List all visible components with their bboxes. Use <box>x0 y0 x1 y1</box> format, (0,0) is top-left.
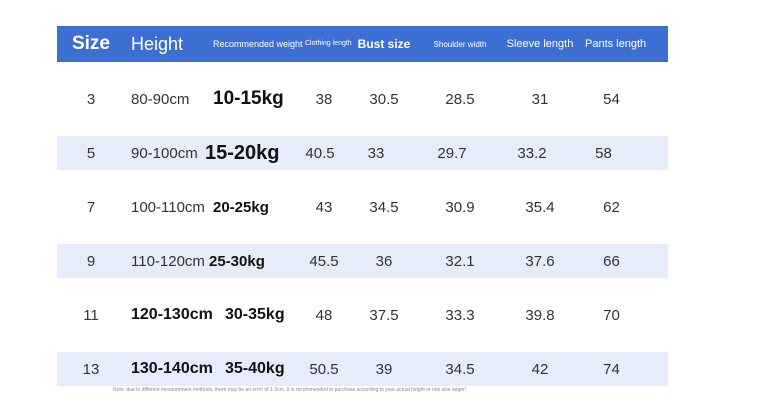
cell-size: 3 <box>86 90 96 108</box>
cell-height: 130-140cm <box>131 360 213 377</box>
cell-shoulder-width: 29.7 <box>437 144 467 162</box>
table-header: Size Height Recommended weight Clothing … <box>57 26 668 62</box>
header-clothing-length: Clothing length <box>305 40 352 47</box>
cell-clothing-length: 50.5 <box>309 360 339 378</box>
cell-bust-size: 36 <box>375 252 393 270</box>
cell-size: 11 <box>83 306 99 324</box>
cell-clothing-length: 43 <box>315 198 333 216</box>
cell-pants-length: 66 <box>603 252 620 270</box>
cell-shoulder-width: 28.5 <box>445 90 475 108</box>
cell-pants-length: 58 <box>595 144 612 162</box>
cell-clothing-length: 38 <box>315 90 333 108</box>
cell-height: 110-120cm <box>131 252 205 270</box>
cell-weight: 15-20kg <box>205 141 280 164</box>
header-size: Size <box>71 33 111 54</box>
size-chart-table: Size Height Recommended weight Clothing … <box>57 26 668 386</box>
cell-height: 80-90cm <box>131 90 190 108</box>
table-row: 3 80-90cm 10-15kg 38 30.5 28.5 31 54 <box>57 82 668 116</box>
cell-size: 7 <box>86 198 96 216</box>
cell-bust-size: 33 <box>367 144 385 162</box>
cell-clothing-length: 40.5 <box>305 144 335 162</box>
header-weight: Recommended weight <box>213 39 303 49</box>
table-row: 5 90-100cm 15-20kg 40.5 33 29.7 33.2 58 <box>57 136 668 170</box>
cell-clothing-length: 48 <box>315 306 333 324</box>
cell-sleeve-length: 33.2 <box>517 144 547 162</box>
table-row: 11 120-130cm 30-35kg 48 37.5 33.3 39.8 7… <box>57 298 668 332</box>
cell-size: 5 <box>86 144 96 162</box>
header-pants-length: Pants length <box>585 38 647 50</box>
cell-height: 90-100cm <box>131 144 198 162</box>
cell-sleeve-length: 37.6 <box>525 252 555 270</box>
cell-shoulder-width: 33.3 <box>445 306 475 324</box>
cell-pants-length: 62 <box>603 198 620 216</box>
cell-weight: 35-40kg <box>225 360 285 377</box>
header-sleeve-length: Sleeve length <box>506 38 574 50</box>
header-shoulder-width: Shoulder width <box>433 39 487 49</box>
table-row: 7 100-110cm 20-25kg 43 34.5 30.9 35.4 62 <box>57 190 668 224</box>
cell-height: 120-130cm <box>131 306 213 323</box>
cell-weight: 20-25kg <box>213 198 269 216</box>
footnote: Note: due to different measurement metho… <box>113 387 467 393</box>
cell-size: 13 <box>82 360 100 378</box>
cell-pants-length: 74 <box>603 360 620 378</box>
cell-sleeve-length: 35.4 <box>525 198 555 216</box>
cell-shoulder-width: 32.1 <box>445 252 475 270</box>
cell-weight: 10-15kg <box>213 88 284 109</box>
cell-weight: 30-35kg <box>225 306 285 323</box>
cell-bust-size: 37.5 <box>369 306 399 324</box>
cell-shoulder-width: 34.5 <box>445 360 475 378</box>
cell-sleeve-length: 42 <box>531 360 549 378</box>
table-row: 13 130-140cm 35-40kg 50.5 39 34.5 42 74 <box>57 352 668 386</box>
cell-bust-size: 39 <box>375 360 393 378</box>
cell-bust-size: 34.5 <box>369 198 399 216</box>
cell-clothing-length: 45.5 <box>309 252 339 270</box>
header-height: Height <box>131 33 184 54</box>
cell-bust-size: 30.5 <box>369 90 399 108</box>
table-row: 9 110-120cm 25-30kg 45.5 36 32.1 37.6 66 <box>57 244 668 278</box>
cell-size: 9 <box>86 252 96 270</box>
cell-pants-length: 54 <box>603 90 620 108</box>
cell-weight: 25-30kg <box>209 252 265 270</box>
header-bust-size: Bust size <box>357 37 411 51</box>
cell-height: 100-110cm <box>131 198 205 216</box>
cell-sleeve-length: 31 <box>531 90 549 108</box>
cell-shoulder-width: 30.9 <box>445 198 475 216</box>
cell-sleeve-length: 39.8 <box>525 306 555 324</box>
cell-pants-length: 70 <box>603 306 620 324</box>
